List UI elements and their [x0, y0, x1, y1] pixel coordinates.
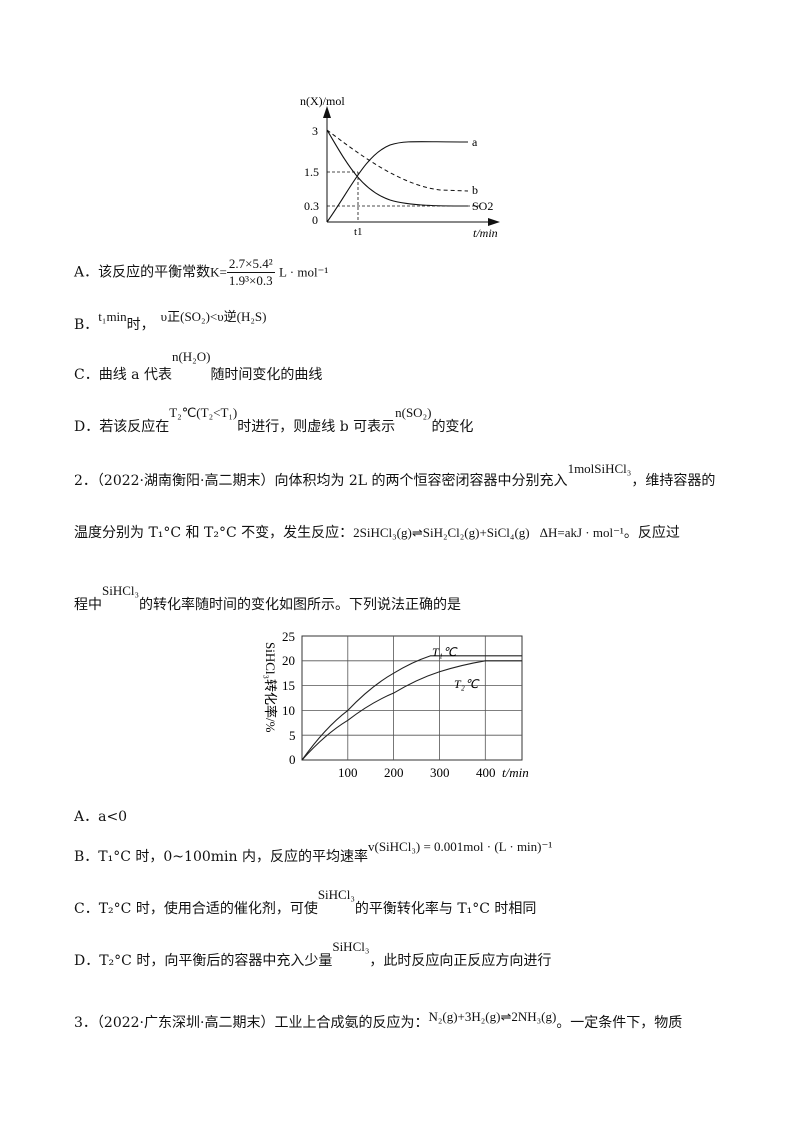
- y-axis-label: n(X)/mol: [300, 94, 345, 108]
- q2-c-suffix: 的平衡转化率与 T₁°C 时相同: [354, 901, 537, 917]
- series-label-so2: SO2: [472, 199, 493, 213]
- grid: [302, 636, 522, 760]
- q3-equation: N₂(g)+3H₂(g)⇌2NH₃(g): [428, 1009, 557, 1024]
- x-axis-arrow: [488, 218, 500, 226]
- curve-a: [326, 141, 469, 223]
- q3-source: （2022·广东深圳·高二期末）工业上合成氨的反应为：: [96, 1015, 429, 1031]
- y-tick-0: 0: [289, 752, 296, 767]
- series-label-t1: T₁℃: [432, 645, 458, 659]
- q2-option-b[interactable]: B．T₁°C 时，0~100min 内，反应的平均速率v(SiHCl₃) = 0…: [74, 836, 553, 865]
- q1-d-expr2: n(SO₂): [395, 405, 432, 420]
- q1-b-time: t₁min: [98, 309, 127, 324]
- x-axis-label: t/min: [502, 765, 529, 780]
- series-line-t2: [301, 660, 522, 761]
- q2-option-d[interactable]: D．T₂°C 时，向平衡后的容器中充入少量SiHCl₃，此时反应向正反应方向进行: [74, 936, 551, 969]
- curve-so2: [326, 129, 469, 207]
- q2-d-suffix: ，此时反应向正反应方向进行: [369, 953, 552, 969]
- q2-c-text: C．T₂°C 时，使用合适的催化剂，可使: [74, 901, 318, 917]
- q2-b-text: B．T₁°C 时，0~100min 内，反应的平均速率: [74, 849, 368, 865]
- q1-option-a[interactable]: A．该反应的平衡常数K= 2.7×5.4² 1.9³×0.3 L · mol⁻¹: [74, 256, 328, 289]
- y-tick-25: 25: [282, 630, 295, 644]
- q1-d-mid: 时进行，则虚线 b 可表示: [237, 419, 396, 435]
- q2-stem-line1: 2．（2022·湖南衡阳·高二期末）向体积均为 2L 的两个恒容密闭容器中分别充…: [74, 458, 715, 489]
- q1-c-text: C．曲线 a 代表: [74, 367, 172, 383]
- y-tick-15: 15: [282, 678, 295, 693]
- q2-line2-text: 温度分别为 T₁°C 和 T₂°C 不变，发生反应：: [74, 525, 354, 541]
- q1-option-c[interactable]: C．曲线 a 代表 n(H₂O) 随时间变化的曲线: [74, 346, 322, 383]
- x-axis-label: t/min: [473, 226, 498, 240]
- q2-amount: 1molSiHCl₃: [567, 461, 632, 476]
- q3-number: 3．: [74, 1015, 97, 1031]
- x-tick-300: 300: [430, 765, 450, 780]
- q1-option-b[interactable]: B．t₁min时， υ正(SO₂)<υ逆(H₂S): [74, 306, 267, 333]
- q2-equation: 2SiHCl₃(g)⇌SiH₂Cl₂(g)+SiCl₄(g): [353, 525, 530, 540]
- y-tick-20: 20: [282, 653, 295, 668]
- q2-number: 2．: [74, 473, 97, 489]
- q1-d-expr: T₂℃(T₂<T₁): [169, 405, 238, 420]
- tick-t1: t1: [354, 226, 363, 238]
- q2-source: （2022·湖南衡阳·高二期末）向体积均为 2L 的两个恒容密闭容器中分别充入: [96, 473, 568, 489]
- q2-line3-end: 的转化率随时间的变化如图所示。下列说法正确的是: [139, 597, 462, 613]
- q1-b-expr: υ正(SO₂)<υ逆(H₂S): [160, 309, 267, 324]
- tick-1-5: 1.5: [304, 165, 319, 179]
- q2-delta-h: ΔH=akJ · mol⁻¹: [539, 525, 624, 540]
- y-axis-arrow: [323, 106, 331, 118]
- q1-a-k: K=: [210, 264, 227, 280]
- q1-b-shi: 时，: [126, 317, 155, 333]
- q3-suffix: 。一定条件下，物质: [556, 1015, 683, 1031]
- q1-a-numerator: 2.7×5.4²: [226, 256, 275, 273]
- q1-c-expr: n(H₂O): [171, 349, 211, 364]
- q2-b-expr: v(SiHCl₃) = 0.001mol · (L · min)⁻¹: [367, 839, 553, 854]
- y-tick-10: 10: [282, 703, 295, 718]
- q2-cont1: ，维持容器的: [631, 473, 716, 489]
- q2-option-a[interactable]: A．a<0: [74, 806, 127, 826]
- chart-nx-vs-time: n(X)/mol t/min 3 1.5 0.3 0 t1 a b SO2: [300, 94, 500, 240]
- q2-option-c[interactable]: C．T₂°C 时，使用合适的催化剂，可使SiHCl₃的平衡转化率与 T₁°C 时…: [74, 884, 536, 917]
- q1-a-unit: L · mol⁻¹: [279, 264, 329, 280]
- q2-line2-end: 。反应过: [623, 525, 680, 541]
- q1-a-fraction: 2.7×5.4² 1.9³×0.3: [226, 256, 275, 289]
- series-label-a: a: [472, 135, 478, 149]
- q2-d-text: D．T₂°C 时，向平衡后的容器中充入少量: [74, 953, 333, 969]
- y-tick-5: 5: [289, 728, 296, 743]
- q2-a-text: A．a<0: [74, 809, 128, 825]
- q2-c-expr: SiHCl₃: [317, 887, 355, 902]
- series-line-t1: [301, 655, 522, 761]
- q2-line3-expr: SiHCl₃: [102, 583, 140, 598]
- x-tick-200: 200: [384, 765, 404, 780]
- series-label-t2: T₂℃: [454, 677, 480, 691]
- series-label-b: b: [472, 183, 478, 197]
- q2-d-expr: SiHCl₃: [332, 939, 370, 954]
- q1-a-denominator: 1.9³×0.3: [228, 273, 273, 288]
- q2-stem-line2: 温度分别为 T₁°C 和 T₂°C 不变，发生反应：2SiHCl₃(g)⇌SiH…: [74, 522, 680, 542]
- tick-0-3: 0.3: [304, 199, 319, 213]
- chart2-series-group: [301, 655, 522, 761]
- q1-a-text: A．该反应的平衡常数: [74, 264, 211, 281]
- q3-stem: 3．（2022·广东深圳·高二期末）工业上合成氨的反应为：N₂(g)+3H₂(g…: [74, 1009, 683, 1032]
- q1-d-text: D．若该反应在: [74, 419, 170, 435]
- x-tick-400: 400: [476, 765, 496, 780]
- x-tick-100: 100: [338, 765, 358, 780]
- y-axis-label: SiHCl₃转化率/%: [263, 642, 278, 733]
- chart-conversion-vs-time: 25 20 15 10 5 0 100 200 300 400 t/min Si…: [263, 630, 529, 780]
- q1-d-suffix: 的变化: [431, 419, 474, 435]
- q2-line3-text: 程中: [74, 597, 102, 613]
- q1-c-suffix: 随时间变化的曲线: [210, 367, 323, 383]
- plot-frame: [301, 635, 523, 761]
- curve-b: [326, 129, 469, 192]
- q1-b-label: B．: [74, 317, 99, 333]
- q2-stem-line3: 程中SiHCl₃的转化率随时间的变化如图所示。下列说法正确的是: [74, 580, 461, 613]
- tick-3: 3: [312, 124, 318, 138]
- tick-0: 0: [312, 213, 318, 227]
- q1-option-d[interactable]: D．若该反应在T₂℃(T₂<T₁)时进行，则虚线 b 可表示n(SO₂)的变化: [74, 402, 473, 435]
